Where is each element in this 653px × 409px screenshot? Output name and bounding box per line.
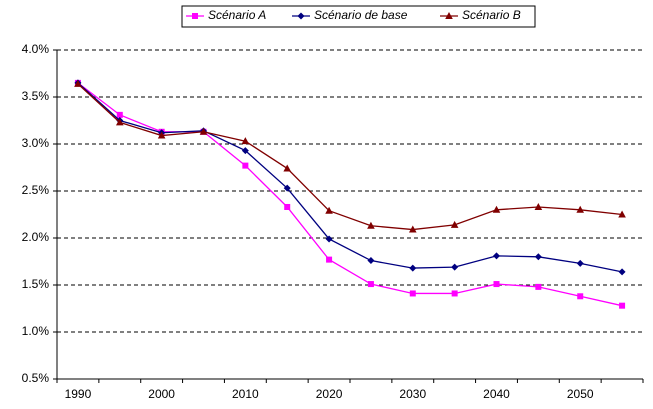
- marker: [618, 268, 626, 276]
- x-tick-label: 2000: [148, 387, 175, 401]
- marker: [284, 203, 291, 210]
- marker: [451, 263, 459, 271]
- marker: [445, 12, 453, 19]
- marker: [242, 162, 249, 169]
- y-tick-label: 4.0%: [22, 42, 50, 56]
- marker: [408, 225, 417, 233]
- marker: [199, 127, 208, 135]
- y-tick-label: 3.5%: [22, 89, 50, 103]
- marker: [367, 221, 375, 229]
- marker: [535, 283, 542, 290]
- marker: [116, 111, 123, 118]
- marker: [192, 13, 198, 19]
- marker: [157, 131, 166, 139]
- marker: [74, 79, 82, 87]
- marker: [283, 164, 292, 172]
- legend-label: Scénario B: [462, 8, 521, 22]
- marker: [577, 293, 584, 300]
- x-tick-label: 2010: [232, 387, 259, 401]
- marker: [451, 290, 458, 297]
- x-tick-label: 2050: [567, 387, 594, 401]
- series-line: [77, 82, 623, 273]
- marker: [241, 137, 250, 145]
- y-tick-label: 2.5%: [22, 183, 50, 197]
- x-tick-label: 1990: [65, 387, 92, 401]
- x-tick-label: 2040: [483, 387, 510, 401]
- marker: [326, 256, 333, 263]
- x-tick-label: 2030: [399, 387, 426, 401]
- marker: [618, 210, 626, 218]
- marker: [283, 184, 291, 192]
- marker: [241, 147, 249, 155]
- marker: [493, 281, 500, 288]
- marker: [297, 12, 305, 20]
- legend-box: [181, 5, 536, 28]
- marker: [576, 205, 585, 213]
- marker: [115, 118, 124, 126]
- marker: [534, 202, 543, 210]
- marker: [492, 205, 501, 213]
- series-line: [77, 83, 623, 231]
- marker: [367, 281, 374, 288]
- legend-label: Scénario de base: [314, 8, 408, 22]
- legend: Scénario A Scénario de base Scénario B: [186, 8, 521, 22]
- y-tick-label: 2.0%: [22, 230, 50, 244]
- y-tick-label: 0.5%: [22, 371, 50, 385]
- marker: [367, 257, 375, 265]
- marker: [576, 259, 584, 267]
- marker: [325, 206, 333, 214]
- y-tick-label: 1.5%: [22, 277, 50, 291]
- y-tick-label: 1.0%: [22, 324, 50, 338]
- legend-label: Scénario A: [208, 8, 266, 22]
- marker: [450, 220, 459, 228]
- marker: [534, 253, 542, 261]
- y-tick-label: 3.0%: [22, 136, 50, 150]
- marker: [409, 264, 417, 272]
- x-tick-label: 2020: [316, 387, 343, 401]
- series-line: [77, 82, 623, 307]
- marker: [409, 290, 416, 297]
- marker: [493, 252, 500, 260]
- marker: [325, 235, 333, 243]
- marker: [619, 302, 626, 309]
